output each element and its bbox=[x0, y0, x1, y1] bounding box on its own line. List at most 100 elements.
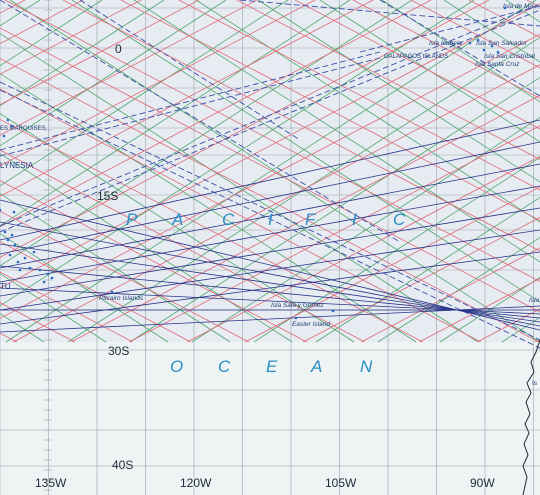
rhumb-line bbox=[0, 233, 169, 343]
place-galapagos: GALAPAGOS ISLANDS bbox=[384, 54, 448, 60]
rhumb-line bbox=[315, 196, 540, 343]
place-is-right: Is bbox=[532, 380, 538, 387]
pacific-letter: F bbox=[305, 210, 317, 229]
pacific-letter: C bbox=[393, 210, 406, 229]
navy-line bbox=[0, 305, 540, 333]
navy-line bbox=[0, 185, 540, 283]
place-santa-cruz: Isla Santa Cruz bbox=[475, 61, 520, 68]
navy-line bbox=[0, 163, 540, 269]
navy-line-set bbox=[0, 119, 540, 333]
island-dot bbox=[28, 266, 32, 270]
rhumb-line bbox=[0, 0, 432, 228]
rhumb-line bbox=[4, 0, 540, 283]
rhumb-line bbox=[319, 0, 540, 143]
rhumb-line bbox=[443, 0, 540, 63]
rhumb-line bbox=[67, 36, 540, 343]
place-polynesia: LYNESIA bbox=[0, 161, 34, 170]
island-dot bbox=[46, 272, 50, 276]
island-dot bbox=[0, 208, 2, 212]
pacific-letter: P bbox=[126, 210, 138, 229]
rhumb-line bbox=[13, 64, 540, 343]
ocean-letter: C bbox=[218, 357, 231, 376]
island-dot bbox=[3, 230, 7, 234]
rhumb-line bbox=[71, 0, 540, 303]
place-isla-de-ma: Isla de Ma bbox=[503, 3, 533, 10]
island-dot bbox=[50, 276, 54, 280]
island-dot bbox=[32, 250, 36, 254]
rhumb-line bbox=[361, 247, 540, 343]
rhumb-line bbox=[0, 241, 191, 343]
island-dot bbox=[476, 38, 480, 42]
lon-label-105w: 105W bbox=[325, 476, 357, 490]
island-dot bbox=[110, 290, 114, 294]
rhumb-line bbox=[381, 0, 540, 103]
south-america-coast bbox=[522, 339, 540, 495]
rhumb-line bbox=[0, 113, 355, 343]
island-dots bbox=[0, 6, 507, 320]
ocean-letter: O bbox=[170, 357, 183, 376]
island-dot bbox=[10, 124, 14, 128]
route-line bbox=[359, 5, 540, 53]
navy-line bbox=[0, 251, 540, 325]
island-dot bbox=[6, 118, 10, 122]
island-dot bbox=[468, 41, 472, 45]
rhumb-line bbox=[0, 0, 165, 107]
rhumb-line bbox=[0, 0, 316, 167]
rhumb-line bbox=[0, 153, 293, 343]
rhumb-line bbox=[377, 236, 540, 343]
shipping-routes bbox=[0, 0, 540, 349]
rhumb-line bbox=[0, 193, 231, 343]
place-san-cristobal: Isla San Cristobal bbox=[484, 53, 535, 60]
rhumb-line bbox=[195, 0, 540, 223]
lat-label-15s: 15S bbox=[97, 189, 118, 203]
island-dot bbox=[490, 44, 494, 48]
rhumb-line bbox=[191, 116, 540, 343]
rhumb-line bbox=[253, 156, 540, 343]
island-dot bbox=[23, 256, 27, 260]
rhumb-line bbox=[0, 0, 413, 267]
island-dot bbox=[16, 260, 20, 264]
lat-label-0: 0 bbox=[115, 42, 122, 56]
ocean-letter: A bbox=[310, 357, 322, 376]
island-dot bbox=[294, 316, 298, 320]
rhumb-line bbox=[0, 271, 133, 343]
place-pitcairn: Pitcairn Islands bbox=[99, 295, 144, 302]
pacific-letter: I bbox=[268, 210, 273, 229]
route-line bbox=[0, 51, 381, 151]
rhumb-line bbox=[129, 125, 540, 343]
rhumb-line bbox=[0, 0, 258, 136]
island-dot bbox=[13, 243, 17, 247]
rhumb-line bbox=[0, 210, 249, 343]
route-line bbox=[79, 0, 301, 141]
rhumb-line bbox=[236, 0, 540, 160]
rhumb-line bbox=[419, 277, 540, 343]
rhumb-line bbox=[294, 0, 540, 130]
rhumb-line bbox=[0, 0, 374, 197]
route-line bbox=[0, 0, 401, 243]
island-dot bbox=[12, 210, 16, 214]
rhumb-line bbox=[0, 3, 540, 289]
rhumb-line bbox=[71, 94, 540, 343]
rhumb-line bbox=[0, 0, 103, 67]
island-dot bbox=[6, 238, 10, 242]
rhumb-line bbox=[0, 0, 490, 258]
rhumb-line bbox=[120, 0, 540, 221]
pacific-letter: A bbox=[171, 210, 183, 229]
rhumb-line bbox=[0, 0, 475, 307]
rhumb-line bbox=[0, 0, 227, 147]
lat-label-40s: 40S bbox=[112, 458, 133, 472]
rhumb-line bbox=[0, 119, 423, 343]
place-tuamotu: TU bbox=[0, 282, 11, 291]
ocean-name-ocean: O C E A N bbox=[170, 357, 373, 376]
lat-label-30s: 30S bbox=[108, 344, 129, 358]
rhumb-line bbox=[5, 0, 537, 343]
rhumb-line bbox=[0, 0, 289, 187]
rhumb-line bbox=[352, 0, 540, 99]
rhumb-line bbox=[0, 0, 142, 75]
ocean-letter: N bbox=[360, 357, 373, 376]
island-dot bbox=[482, 48, 486, 52]
island-dot bbox=[38, 268, 42, 272]
navy-line bbox=[0, 229, 540, 311]
